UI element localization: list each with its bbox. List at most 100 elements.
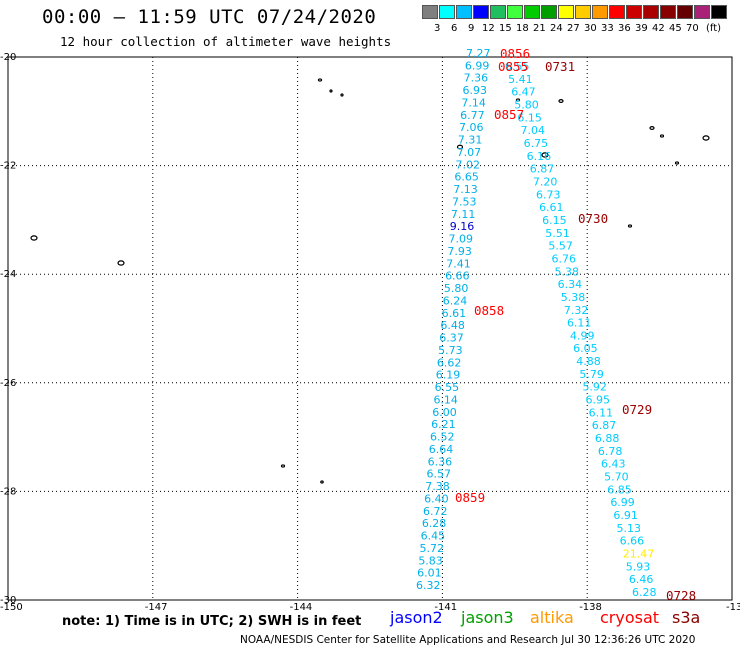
swh-value: 4.99 [570, 329, 595, 342]
island-outline [456, 144, 464, 150]
map-frame [7, 56, 733, 601]
swh-value: 5.80 [514, 98, 539, 111]
swh-value: 5.38 [561, 291, 586, 304]
swh-value: 5.38 [555, 265, 580, 278]
legend-swatch [490, 5, 506, 19]
swh-value: 6.65 [454, 171, 479, 184]
island-outline [674, 161, 680, 165]
legend-swatch [626, 5, 642, 19]
island-outline [317, 78, 323, 82]
legend-label: 6 [451, 23, 458, 34]
legend-swatch [643, 5, 659, 19]
legend-swatch [677, 5, 693, 19]
time-label: 0731 [545, 59, 575, 74]
swh-value: 6.62 [437, 356, 462, 369]
mission-s3a: s3a [672, 608, 701, 627]
swh-value: 7.06 [459, 121, 484, 134]
y-axis-label: -26 [0, 378, 16, 389]
swh-value: 4.88 [576, 355, 601, 368]
legend-swatch [660, 5, 676, 19]
swh-value: 6.61 [442, 307, 467, 320]
swh-value: 6.43 [601, 458, 626, 471]
time-label: 0855 [498, 59, 528, 74]
swh-value: 6.46 [629, 573, 654, 586]
legend-label: 42 [652, 23, 665, 34]
legend-swatch [575, 5, 591, 19]
swh-value: 6.28 [632, 586, 657, 599]
swh-value: 6.73 [536, 188, 561, 201]
legend-label: 70 [686, 23, 699, 34]
swh-value: 21.47 [623, 548, 655, 561]
swh-value: 5.83 [418, 554, 443, 567]
legend-swatch [592, 5, 608, 19]
swh-value: 6.11 [589, 406, 614, 419]
swh-value: 5.13 [617, 522, 642, 535]
swh-value: 6.47 [511, 86, 536, 99]
swh-value: 6.64 [429, 443, 454, 456]
legend-swatch [439, 5, 455, 19]
swh-value: 6.87 [530, 163, 555, 176]
legend-label: 39 [635, 23, 648, 34]
swh-value: 6.21 [431, 418, 456, 431]
swh-value: 6.32 [416, 579, 441, 592]
x-axis-label: -147 [145, 602, 168, 613]
swh-value: 6.93 [463, 84, 488, 97]
island-outline [627, 224, 633, 228]
swh-value: 5.73 [438, 344, 463, 357]
legend-swatch [711, 5, 727, 19]
legend-swatch [473, 5, 489, 19]
swh-value: 6.45 [421, 530, 446, 543]
time-label: 0856 [500, 46, 530, 61]
swh-value: 6.76 [551, 252, 576, 265]
swh-value: 6.01 [417, 567, 442, 580]
legend-label: 30 [584, 23, 597, 34]
island-outline [649, 125, 655, 130]
y-axis-label: -24 [0, 269, 16, 280]
swh-value: 5.70 [604, 471, 629, 484]
swh-value: 7.14 [461, 96, 486, 109]
swh-value: 7.20 [533, 175, 558, 188]
legend-swatch [507, 5, 523, 19]
legend-swatch [541, 5, 557, 19]
time-label: 0728 [666, 588, 696, 603]
island-outline [320, 480, 324, 484]
legend-label: 9 [468, 23, 475, 34]
footnote: note: 1) Time is in UTC; 2) SWH is in fe… [62, 614, 362, 629]
swh-value: 6.15 [517, 111, 542, 124]
time-label: 0729 [622, 402, 652, 417]
mission-jason2: jason2 [390, 608, 443, 627]
time-label: 0730 [578, 211, 608, 226]
legend-swatch [558, 5, 574, 19]
swh-value: 6.75 [524, 137, 549, 150]
island-outline [280, 464, 286, 468]
swh-value: 7.09 [449, 233, 474, 246]
swh-value: 6.91 [613, 509, 638, 522]
legend-label: 36 [618, 23, 631, 34]
swh-value: 6.19 [436, 369, 461, 382]
swh-value: 6.15 [542, 214, 567, 227]
time-label: 0859 [455, 490, 485, 505]
legend-swatch [524, 5, 540, 19]
legend-label: 15 [499, 23, 512, 34]
legend-label: 12 [482, 23, 495, 34]
swh-value: 5.92 [582, 381, 607, 394]
legend-swatch [422, 5, 438, 19]
swh-value: 6.99 [465, 59, 490, 72]
legend-unit: (ft) [706, 23, 722, 34]
swh-value: 5.79 [579, 368, 604, 381]
x-axis-label: -141 [434, 602, 457, 613]
swh-value: 5.51 [545, 227, 570, 240]
island-outline [659, 134, 665, 138]
legend-label: 21 [533, 23, 546, 34]
swh-value: 7.11 [451, 208, 476, 221]
island-outline [329, 89, 333, 93]
swh-value: 6.99 [610, 496, 635, 509]
legend-label: 27 [567, 23, 580, 34]
x-axis-label: -150 [0, 602, 23, 613]
x-axis-label: -13 [726, 602, 740, 613]
y-axis-label: -28 [0, 486, 16, 497]
swh-value: 5.80 [444, 282, 469, 295]
swh-value: 7.41 [446, 257, 471, 270]
